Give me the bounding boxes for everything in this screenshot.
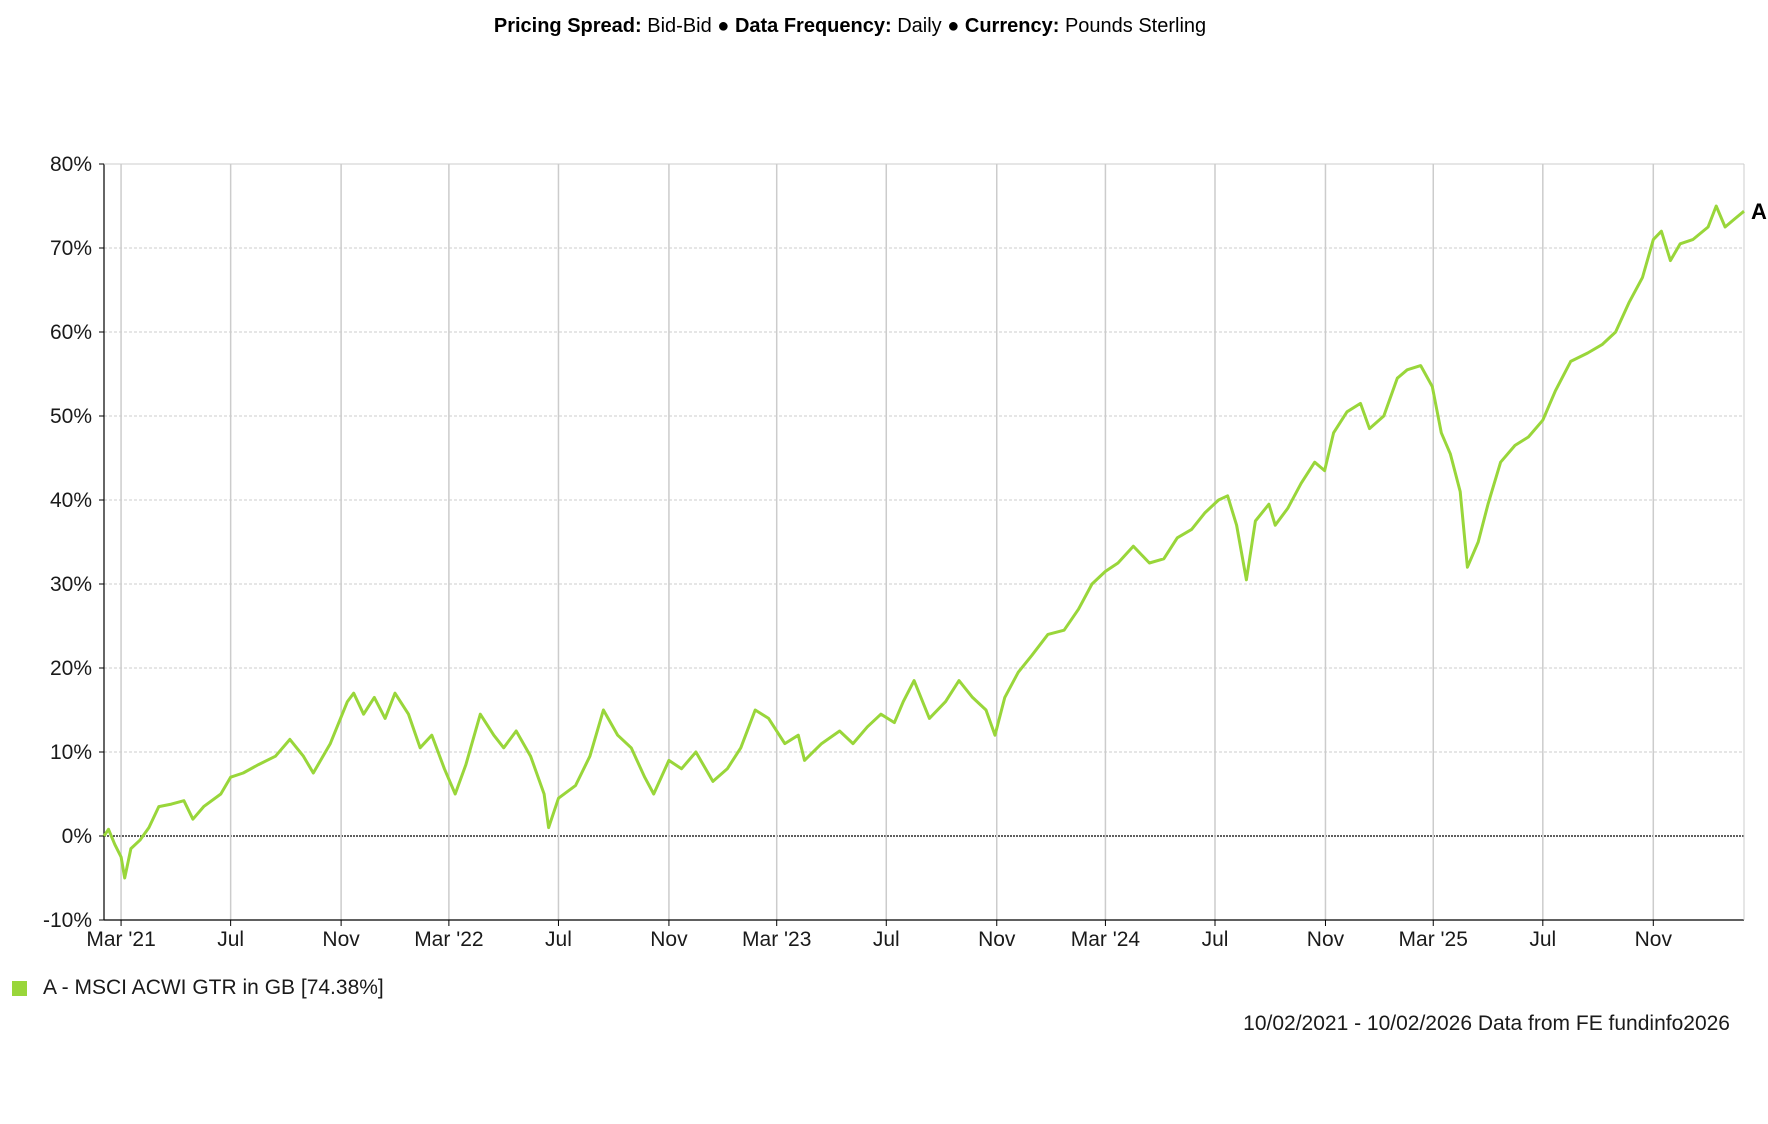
date-range-source: 10/02/2021 - 10/02/2026 Data from FE fun… xyxy=(1243,1012,1730,1035)
x-tick-label: Jul xyxy=(217,928,244,951)
x-tick-label: Mar '24 xyxy=(1071,928,1141,951)
x-tick-label: Nov xyxy=(1635,928,1673,951)
y-tick-label: -10% xyxy=(43,909,92,932)
x-tick-label: Mar '23 xyxy=(742,928,811,951)
x-tick-label: Mar '22 xyxy=(414,928,483,951)
y-tick-label: 10% xyxy=(50,741,92,764)
header-separator: ● xyxy=(717,15,730,37)
data-frequency-label: Data Frequency: xyxy=(734,15,892,37)
x-tick-label: Nov xyxy=(650,928,688,951)
series-layer: A xyxy=(102,199,1767,880)
x-tick-label: Mar '25 xyxy=(1399,928,1468,951)
legend-swatch xyxy=(12,980,27,996)
y-tick-label: 40% xyxy=(50,489,92,512)
x-axis-ticks: Mar '21 Jul Nov Mar '22 Jul Nov Mar '23 Jul Nov M… xyxy=(86,920,1672,951)
y-tick-label: 20% xyxy=(50,657,92,680)
currency-label: Currency: xyxy=(964,15,1060,37)
chart-header: Pricing Spread: Bid-Bid ● Data Frequency… xyxy=(0,12,1700,40)
x-tick-label: Jul xyxy=(873,928,900,951)
currency-value: Pounds Sterling xyxy=(1064,15,1207,37)
y-tick-label: 60% xyxy=(50,321,92,344)
x-tick-label: Nov xyxy=(322,928,360,951)
y-axis-ticks: 80% 70% 60% 50% 40% 30% 20% 10% 0% -10% xyxy=(43,153,104,932)
x-tick-label: Nov xyxy=(978,928,1016,951)
pricing-spread-value: Bid-Bid xyxy=(647,15,712,37)
y-tick-label: 30% xyxy=(50,573,92,596)
x-tick-label: Mar '21 xyxy=(86,928,155,951)
axes xyxy=(103,163,1745,921)
y-tick-label: 50% xyxy=(50,405,92,428)
series-line xyxy=(102,204,1745,880)
y-tick-label: 0% xyxy=(62,825,92,848)
pricing-spread-label: Pricing Spread: xyxy=(493,15,642,37)
x-tick-label: Jul xyxy=(1529,928,1556,951)
series-end-label: A xyxy=(1751,199,1767,224)
legend: A - MSCI ACWI GTR in GB [74.38%] xyxy=(12,976,384,1000)
data-frequency-value: Daily xyxy=(897,15,942,37)
grid-lines xyxy=(104,163,1744,920)
x-tick-label: Nov xyxy=(1307,928,1345,951)
y-tick-label: 70% xyxy=(50,237,92,260)
header-separator: ● xyxy=(947,15,960,37)
x-tick-label: Jul xyxy=(1202,928,1229,951)
y-tick-label: 80% xyxy=(50,153,92,176)
x-tick-label: Jul xyxy=(545,928,572,951)
legend-label: A - MSCI ACWI GTR in GB [74.38%] xyxy=(43,976,384,999)
